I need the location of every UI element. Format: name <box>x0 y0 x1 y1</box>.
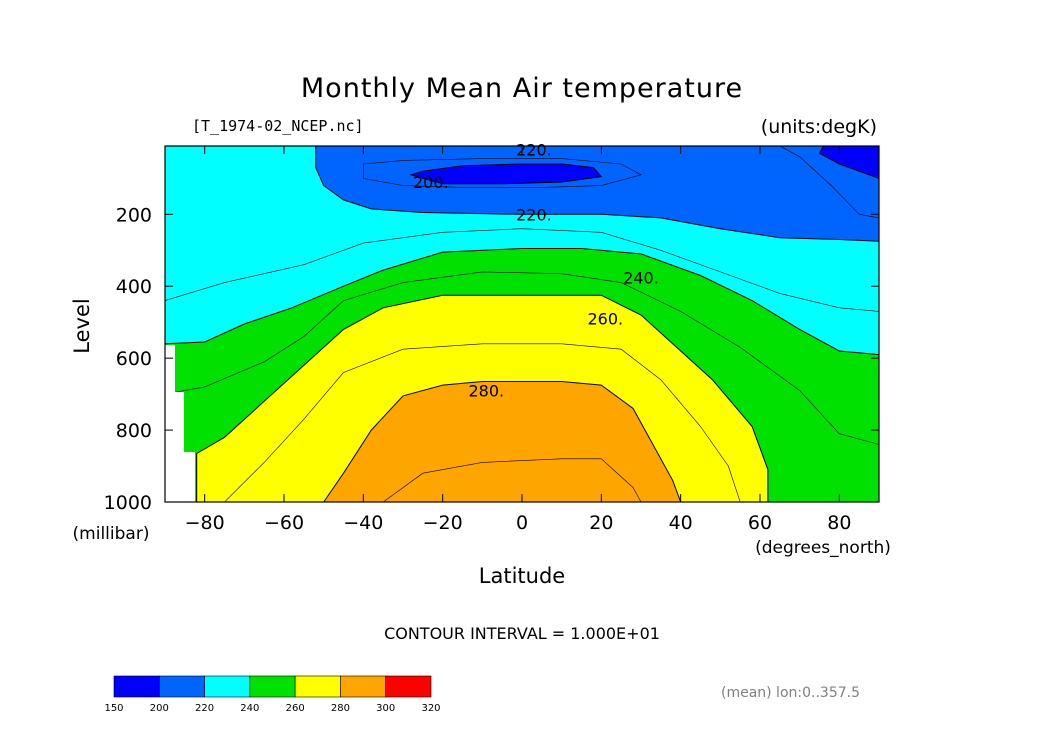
colorbar-label: 260 <box>286 703 305 714</box>
plot-area <box>165 146 879 502</box>
x-tick-label: −60 <box>264 512 304 534</box>
contour-line-250 <box>165 271 879 445</box>
band-150-200 <box>409 163 603 185</box>
colorbar-label: 240 <box>240 703 259 714</box>
x-tick-label: 20 <box>589 512 613 534</box>
colorbar-swatch <box>385 675 432 698</box>
y-tick-label: 600 <box>116 348 152 370</box>
y-axis: 200 400 600 800 1000 <box>104 204 879 514</box>
x-tick-label: −80 <box>185 512 225 534</box>
colorbar-label: 280 <box>331 703 350 714</box>
contour-interval-label: CONTOUR INTERVAL = 1.000E+01 <box>384 624 660 643</box>
footer-label: (mean) lon:0..357.5 <box>721 685 860 701</box>
colorbar-label: 220 <box>195 703 214 714</box>
contour-labels: 220. 200. 220. 240. 260. 280. <box>413 141 659 401</box>
y-tick-label: 400 <box>116 276 152 298</box>
band-280-300 <box>323 381 682 502</box>
chart-title: Monthly Mean Air temperature <box>301 73 743 104</box>
band-150-200-north <box>818 146 879 179</box>
file-label: [T_1974-02_NCEP.nc] <box>192 117 364 135</box>
x-axis: −80 −60 −40 −20 0 20 40 60 80 <box>185 146 851 534</box>
x-axis-label: Latitude <box>479 564 565 588</box>
units-label: (units:degK) <box>761 116 877 138</box>
y-tick-label: 800 <box>116 420 152 442</box>
y-tick-label: 1000 <box>104 492 152 514</box>
x-tick-label: 0 <box>516 512 528 534</box>
colorbar-swatch <box>158 675 205 698</box>
x-tick-label: −40 <box>343 512 383 534</box>
y-units-label: (millibar) <box>73 524 150 544</box>
colorbar-swatch <box>249 675 296 698</box>
x-tick-label: 60 <box>748 512 772 534</box>
colorbar-label: 200 <box>150 703 169 714</box>
y-tick-label: 200 <box>116 204 152 226</box>
colorbar: 150 200 220 240 260 280 300 320 <box>104 675 441 714</box>
colorbar-label: 320 <box>421 703 440 714</box>
x-units-label: (degrees_north) <box>755 538 891 558</box>
contour-line-230-north <box>779 146 879 219</box>
contour-label: 260. <box>587 310 623 329</box>
colorbar-swatch <box>113 675 160 698</box>
contour-line-290 <box>383 458 642 502</box>
contour-label: 220. <box>516 205 552 224</box>
y-axis-label: Level <box>70 298 94 353</box>
contour-label: 280. <box>468 382 504 401</box>
x-tick-label: 80 <box>827 512 851 534</box>
contour-label: 240. <box>623 268 659 287</box>
colorbar-swatch <box>204 675 251 698</box>
colorbar-label: 150 <box>104 703 123 714</box>
contour-line-230 <box>165 228 879 312</box>
colorbar-label: 300 <box>376 703 395 714</box>
x-tick-label: 40 <box>669 512 693 534</box>
contour-line-210 <box>362 158 642 188</box>
contour-label: 200. <box>413 173 449 192</box>
colorbar-swatch <box>294 675 341 698</box>
missing-data-area <box>165 345 195 502</box>
contour-line-270 <box>224 343 741 502</box>
contour-label: 220. <box>516 141 552 160</box>
x-tick-label: −20 <box>423 512 463 534</box>
colorbar-swatch <box>340 675 387 698</box>
